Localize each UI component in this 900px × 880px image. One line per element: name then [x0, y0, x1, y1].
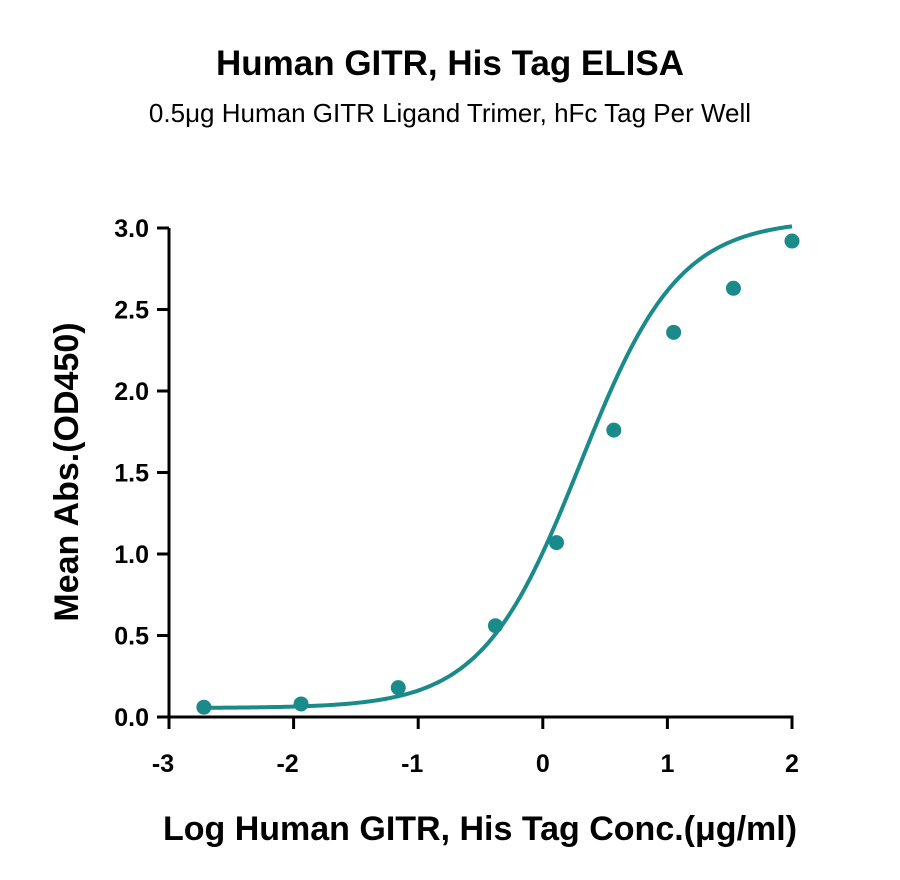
data-points [196, 233, 800, 715]
axes [167, 228, 794, 719]
data-point [196, 699, 212, 715]
y-tick-label: 0.5 [114, 623, 149, 651]
y-tick-label: 3.0 [114, 215, 149, 243]
y-tick-label: 1.5 [114, 460, 149, 488]
data-point [725, 280, 741, 296]
y-tick-label: 2.5 [114, 297, 149, 325]
y-axis-label: Mean Abs.(OD450) [48, 322, 86, 621]
data-point [390, 680, 406, 696]
x-tick-label: 2 [785, 750, 799, 778]
x-tick-label: -1 [401, 750, 423, 778]
y-tick-label: 1.0 [114, 541, 149, 569]
data-point [606, 422, 622, 438]
x-axis-label: Log Human GITR, His Tag Conc.(μg/ml) [163, 810, 797, 848]
data-point [666, 324, 682, 340]
chart-title: Human GITR, His Tag ELISA [215, 44, 684, 83]
data-point [487, 618, 503, 634]
chart-subtitle: 0.5μg Human GITR Ligand Trimer, hFc Tag … [148, 98, 752, 128]
fit-curve [203, 224, 793, 710]
y-tick-label: 0.0 [114, 704, 149, 732]
x-tick-label: 1 [660, 750, 674, 778]
x-tick-label: -2 [276, 750, 298, 778]
ticks: 0.0 0.5 1.0 1.5 2.0 2.5 3.0 -3 -2 -1 0 1 2 [114, 215, 799, 778]
x-tick-label: 0 [536, 750, 550, 778]
data-point [549, 535, 565, 551]
x-tick-label: -3 [152, 750, 174, 778]
fit-curve-layer [203, 224, 793, 710]
data-point [293, 696, 309, 712]
y-tick-label: 2.0 [114, 378, 149, 406]
data-point [784, 233, 800, 249]
